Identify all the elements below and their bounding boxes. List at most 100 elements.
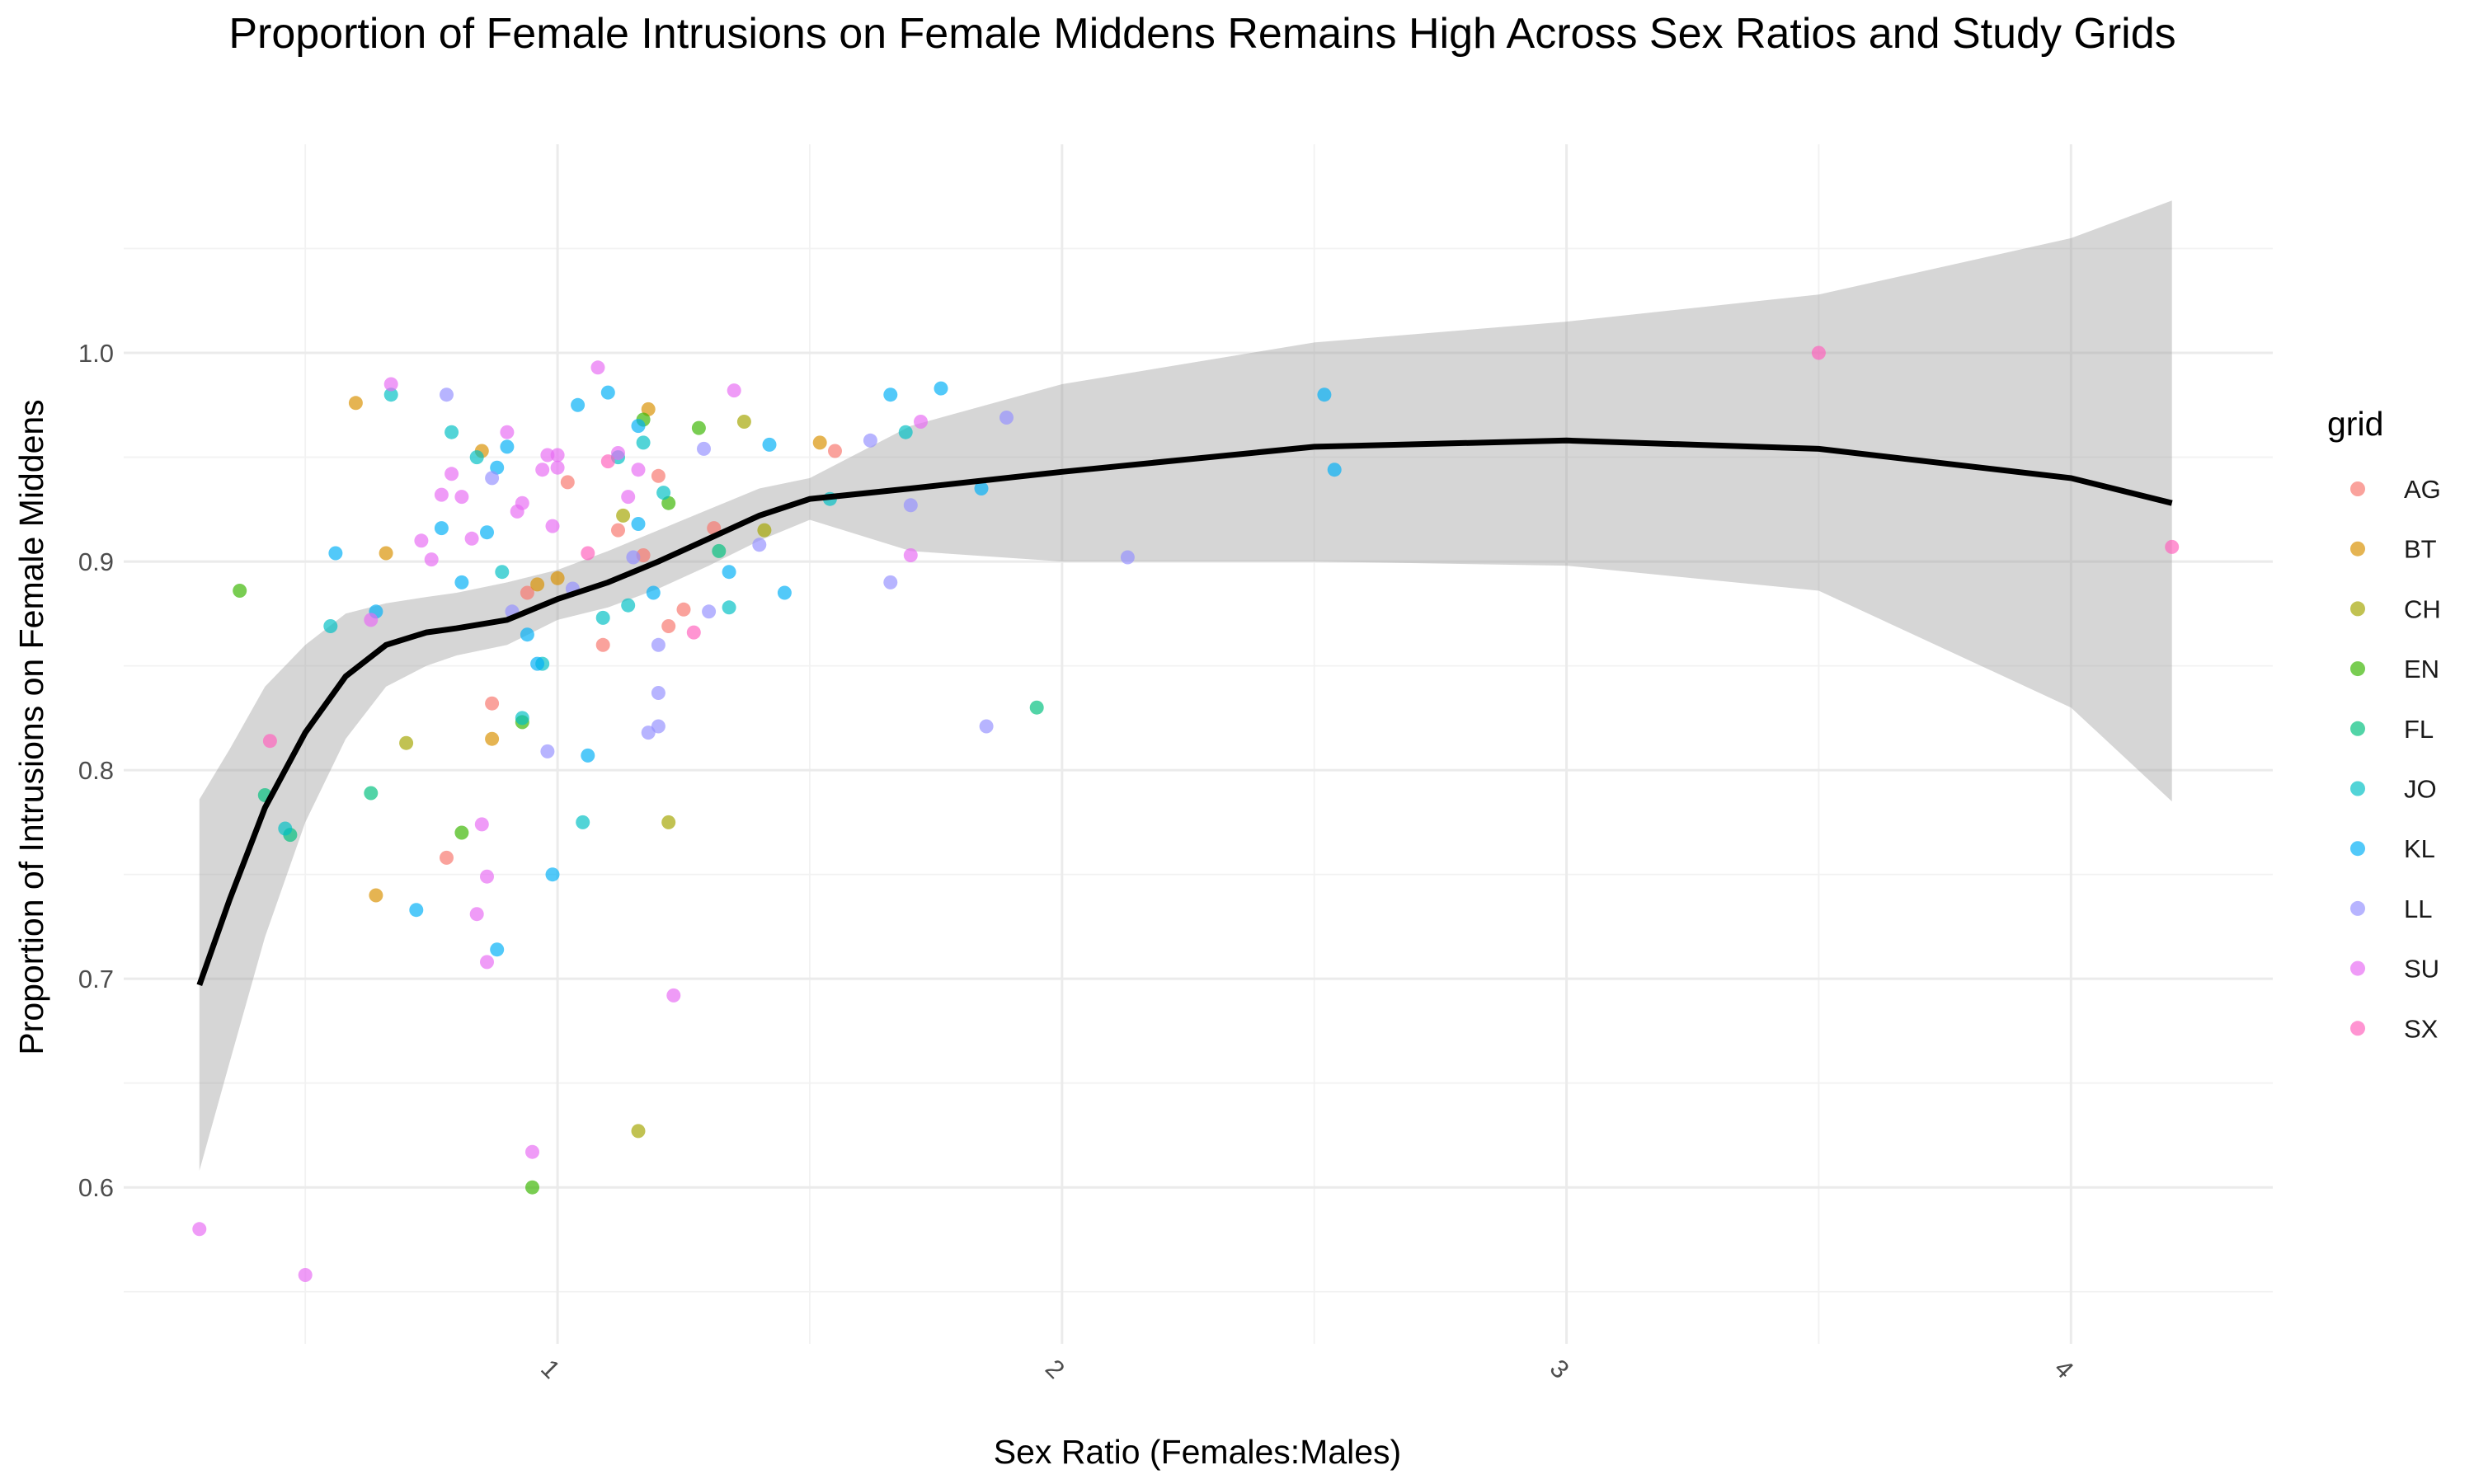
data-point-su (525, 1144, 539, 1159)
data-point-ll (626, 550, 641, 565)
data-point-kl (454, 575, 469, 589)
data-point-ll (863, 433, 877, 448)
data-point-bt (369, 888, 383, 903)
data-point-su (454, 490, 469, 505)
data-point-ll (903, 498, 918, 513)
data-point-kl (530, 656, 545, 671)
data-point-fl (1029, 700, 1044, 715)
data-point-ag (440, 850, 454, 865)
y-tick-label: 0.8 (78, 756, 114, 785)
x-tick-label: 1 (535, 1354, 566, 1384)
data-point-kl (1327, 463, 1342, 477)
data-point-su (545, 519, 560, 533)
data-point-su (903, 548, 918, 562)
data-point-ch (631, 1124, 646, 1139)
data-point-en (233, 584, 247, 598)
data-point-ch (616, 508, 631, 523)
data-point-jo (636, 435, 651, 450)
data-point-bt (641, 402, 656, 416)
y-tick-label: 0.6 (78, 1173, 114, 1202)
data-point-jo (323, 619, 338, 633)
x-axis-title: Sex Ratio (Females:Males) (994, 1433, 1401, 1471)
legend-label-kl: KL (2404, 834, 2435, 863)
x-tick-label: 4 (2048, 1354, 2079, 1384)
data-point-jo (656, 486, 671, 500)
data-point-ll (651, 686, 666, 700)
legend-key-ag (2350, 481, 2365, 496)
data-point-sx (1811, 345, 1826, 360)
data-point-su (611, 446, 625, 460)
data-point-su (298, 1268, 313, 1282)
data-point-jo (595, 610, 610, 625)
data-point-bt (530, 577, 545, 592)
legend-label-sx: SX (2404, 1014, 2439, 1043)
data-point-kl (409, 903, 424, 918)
data-point-kl (581, 748, 595, 763)
data-point-bt (379, 546, 393, 561)
data-point-en (454, 825, 469, 840)
data-point-kl (490, 942, 505, 957)
data-point-kl (434, 521, 449, 536)
data-point-ll (641, 726, 656, 740)
data-point-sx (686, 625, 701, 640)
legend-label-fl: FL (2404, 715, 2434, 744)
data-point-en (661, 495, 676, 510)
data-point-su (631, 463, 646, 477)
data-point-ag (661, 619, 676, 633)
data-point-su (414, 533, 429, 548)
data-point-bt (348, 396, 363, 411)
data-point-ll (999, 411, 1014, 425)
legend-label-ch: CH (2404, 594, 2441, 623)
data-point-fl (712, 543, 727, 558)
data-point-kl (646, 585, 661, 600)
y-axis-title: Proportion of Intrusions on Female Midde… (12, 399, 50, 1054)
data-point-ll (979, 719, 994, 734)
data-point-ch (399, 735, 414, 750)
data-point-su (550, 448, 565, 463)
data-point-su (914, 415, 928, 429)
data-point-ag (828, 444, 842, 458)
data-point-su (424, 552, 439, 567)
data-point-su (444, 467, 459, 481)
legend-title: grid (2327, 405, 2383, 443)
data-point-ll (697, 441, 711, 456)
chart-title: Proportion of Female Intrusions on Femal… (228, 10, 2175, 58)
data-point-ll (651, 637, 666, 652)
data-point-su (535, 463, 550, 477)
data-point-su (590, 360, 605, 375)
data-point-jo (722, 600, 736, 615)
data-point-su (469, 907, 484, 922)
data-point-ag (595, 637, 610, 652)
y-tick-label: 1.0 (78, 339, 114, 368)
data-point-jo (495, 565, 510, 580)
data-point-ag (676, 602, 691, 617)
data-point-ll (702, 604, 717, 619)
legend-items: AG BT CH EN FL JO KL LL SU SX (2350, 475, 2441, 1043)
legend-key-jo (2350, 781, 2365, 796)
data-point-kl (974, 481, 989, 495)
data-point-ag (611, 523, 625, 538)
data-point-sx (600, 454, 615, 469)
data-point-ch (661, 815, 676, 829)
data-point-ag (560, 475, 575, 490)
data-point-ll (440, 387, 454, 402)
data-point-ll (752, 538, 767, 552)
data-point-su (192, 1222, 207, 1237)
y-tick-label: 0.7 (78, 965, 114, 993)
y-tick-label: 0.9 (78, 547, 114, 576)
data-point-su (364, 613, 379, 627)
data-point-ch (757, 523, 772, 538)
data-point-kl (762, 437, 777, 452)
x-axis-tick-labels: 1 2 3 4 (535, 1354, 2079, 1384)
data-point-kl (1317, 387, 1332, 402)
data-point-su (727, 383, 741, 398)
data-point-jo (278, 821, 293, 836)
data-point-su (434, 487, 449, 502)
legend-key-sx (2350, 1021, 2365, 1036)
data-point-su (550, 460, 565, 475)
data-points (192, 345, 2180, 1282)
legend-key-su (2350, 960, 2365, 976)
data-point-su (621, 490, 636, 505)
data-point-jo (444, 425, 459, 439)
data-point-ll (1120, 550, 1135, 565)
